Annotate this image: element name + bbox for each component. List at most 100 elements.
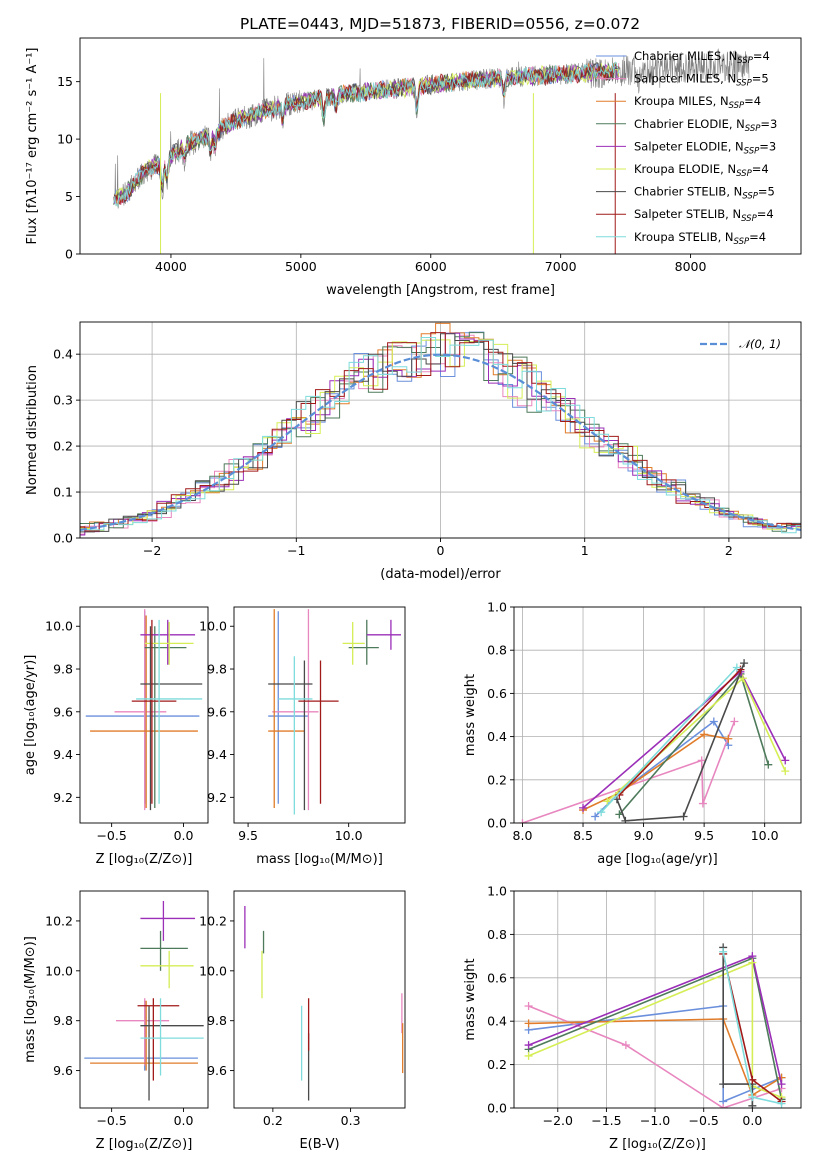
y-tick-label: 0 [65, 247, 73, 262]
axes-frame [233, 606, 406, 824]
legend-label-kroupa-elodie: Kroupa ELODIE, NSSP=4 [634, 162, 769, 179]
y-axis-label: mass weight [463, 958, 478, 1040]
x-tick-label: 0.3 [341, 1113, 361, 1128]
age-vs-Z-panel: −0.5 0.0 9.2 9.4 9.6 9.8 10.0 Z [log₁₀(Z/Z⊙)] ag… [23, 606, 209, 867]
y-axis-label: Flux [fλ10⁻¹⁷ erg cm⁻² s⁻¹ A⁻¹] [25, 48, 40, 245]
x-tick-label: 10.0 [751, 828, 779, 843]
errorbar-chabrier-stelib [140, 1005, 204, 1101]
mass-vs-EBV-axes: 0.2 0.3 9.6 9.8 10.0 10.2 E(B-V) [199, 890, 406, 1152]
y-tick-label: 10 [57, 132, 73, 147]
mass-vs-Z-axes: −0.5 0.0 9.6 9.8 10.0 10.2 Z [log₁₀(Z/Z⊙)] mass… [23, 890, 209, 1152]
weight-line-kroupa-miles [528, 1018, 782, 1097]
weight-marker-kroupa-stelib [732, 663, 741, 672]
y-tick-label: 9.8 [53, 662, 73, 677]
weight-marker-chabrier-stelib [621, 816, 630, 823]
y-tick-label: 5 [65, 189, 73, 204]
weight-marker-salpeter-miles [730, 717, 739, 726]
y-tick-label: 0.8 [487, 927, 507, 942]
legend-label-normal: 𝒩(0, 1) [739, 337, 781, 351]
y-tick-label: 0.0 [487, 1101, 507, 1116]
age-vs-mass-panel: 9.5 10.0 9.2 9.4 9.6 9.8 10.0 mass [log₁₀(M/M⊙)… [199, 606, 406, 867]
x-tick-label: 0 [437, 543, 445, 558]
errorbar-chabrier-miles [268, 611, 309, 804]
weight-line-chabrier-stelib [616, 662, 745, 822]
weight-marker-kroupa-elodie [738, 674, 747, 683]
spectrum-legend: Chabrier MILES, NSSP=4 Salpeter MILES, NS… [596, 49, 777, 247]
x-tick-label: 9.0 [634, 828, 654, 843]
weight-marker-kroupa-miles [724, 734, 733, 743]
errorbar-chabrier-elodie [348, 619, 379, 665]
y-tick-label: 10.0 [199, 963, 227, 978]
residuals-panel: −2 −1 0 1 2 0.0 0.1 0.2 0.3 0.4 (data-model)/error… [25, 321, 802, 582]
x-tick-label: −0.5 [689, 1113, 719, 1128]
x-axis-label: Z [log₁₀(Z/Z⊙)] [96, 852, 193, 867]
y-tick-label: 9.4 [207, 747, 227, 762]
y-tick-label: 9.6 [207, 1063, 227, 1078]
weight-marker-kroupa-stelib [777, 1099, 786, 1108]
residual-histogram-chabrier-stelib [80, 333, 801, 534]
errorbar-kroupa-stelib [140, 998, 204, 1076]
weight-marker-kroupa-stelib [597, 808, 606, 817]
x-tick-label: 4000 [155, 259, 187, 274]
errorbar-salpeter-miles [114, 609, 167, 811]
y-tick-label: 0.4 [487, 729, 507, 744]
spectrum-axes: 4000 5000 6000 7000 8000 0 5 10 15 wavelength [An… [25, 37, 802, 298]
x-tick-label: −2 [143, 543, 161, 558]
weight-marker-chabrier-miles [591, 812, 600, 821]
y-tick-label: 0.6 [487, 686, 507, 701]
weight-marker-salpeter-miles [518, 819, 527, 823]
y-tick-label: 0.4 [487, 1014, 507, 1029]
errorbar-salpeter-elodie [140, 900, 196, 941]
weight-line-salpeter-miles [522, 721, 736, 823]
weight-marker-kroupa-elodie [781, 767, 790, 776]
x-axis-label: mass [log₁₀(M/M⊙)] [256, 852, 383, 867]
weight-marker-chabrier-stelib [740, 659, 749, 668]
y-tick-label: 9.6 [53, 1063, 73, 1078]
y-tick-label: 15 [57, 74, 73, 89]
y-tick-label: 9.6 [207, 704, 227, 719]
axes-frame [79, 606, 209, 824]
model-spectrum-kroupa-stelib [113, 61, 620, 207]
weight-marker-kroupa-miles [524, 1019, 533, 1028]
x-tick-label: −0.5 [96, 1113, 126, 1128]
legend-label-chabrier-stelib: Chabrier STELIB, NSSP=5 [634, 185, 775, 202]
x-tick-label: 0.0 [174, 1113, 194, 1128]
weight-marker-salpeter-elodie [579, 803, 588, 812]
x-axis-label: (data-model)/error [380, 567, 501, 582]
weight-marker-chabrier-stelib [679, 812, 688, 821]
weight-marker-kroupa-stelib [719, 947, 728, 956]
weight-marker-kroupa-elodie [603, 797, 612, 806]
y-tick-label: 1.0 [487, 884, 507, 899]
x-axis-label: wavelength [Angstrom, rest frame] [326, 283, 555, 298]
weight-vs-age-axes: 8.0 8.5 9.0 9.5 10.0 0.0 0.2 0.4 0.6 0.8 1.0 age [l… [463, 600, 802, 867]
x-tick-label: 8.0 [513, 828, 533, 843]
weight-marker-kroupa-elodie [524, 1051, 533, 1060]
errorbar-kroupa-miles [90, 1000, 198, 1071]
mass-vs-EBV-marks [244, 905, 404, 1101]
errorbar-kroupa-stelib [136, 619, 203, 804]
weight-vs-age-panel: 8.0 8.5 9.0 9.5 10.0 0.0 0.2 0.4 0.6 0.8 1.0 age [l… [463, 600, 802, 867]
axes-frame [233, 890, 406, 1109]
legend-label-chabrier-elodie: Chabrier ELODIE, NSSP=3 [634, 117, 777, 134]
y-axis-label: mass weight [463, 674, 478, 756]
y-tick-label: 9.8 [207, 1013, 227, 1028]
age-vs-Z-axes: −0.5 0.0 9.2 9.4 9.6 9.8 10.0 Z [log₁₀(Z/Z⊙)] ag… [23, 606, 209, 867]
y-tick-label: 9.2 [207, 790, 227, 805]
axes-frame [79, 890, 209, 1109]
weight-marker-salpeter-miles [524, 1002, 533, 1011]
legend-label-salpeter-miles: Salpeter MILES, NSSP=5 [634, 72, 769, 89]
y-tick-label: 0.0 [487, 816, 507, 831]
errorbar-salpeter-stelib [131, 619, 177, 804]
y-tick-label: 9.4 [53, 747, 73, 762]
y-tick-label: 0.2 [487, 772, 507, 787]
weight-marker-chabrier-miles [709, 717, 718, 726]
weight-line-kroupa-stelib [600, 666, 738, 813]
residuals-marks [80, 322, 801, 536]
x-tick-label: 6000 [415, 259, 447, 274]
mass-vs-Z-panel: −0.5 0.0 9.6 9.8 10.0 10.2 Z [log₁₀(Z/Z⊙)] mass… [23, 890, 209, 1152]
weight-marker-salpeter-miles [698, 799, 707, 808]
errorbar-salpeter-stelib [298, 660, 339, 804]
mass-vs-Z-marks [84, 900, 204, 1101]
y-tick-label: 10.0 [45, 619, 73, 634]
